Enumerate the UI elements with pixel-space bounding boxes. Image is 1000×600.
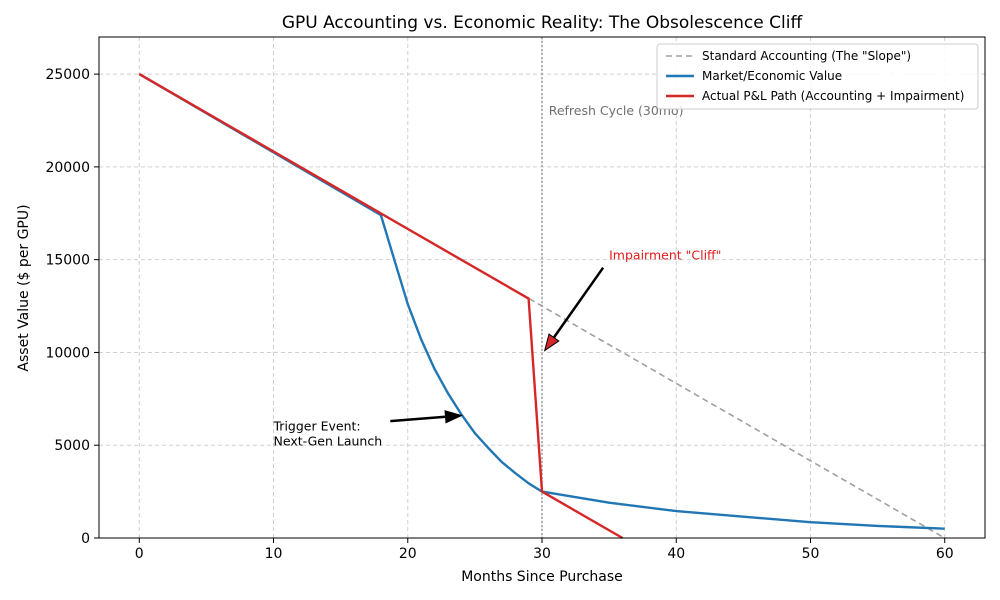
x-tick-label: 20 [399, 546, 417, 562]
annotation-refresh: Refresh Cycle (30mo) [549, 103, 684, 118]
x-tick-label: 60 [936, 546, 954, 562]
legend-box [656, 43, 979, 110]
y-tick-label: 15000 [45, 253, 90, 269]
y-axis-label: Asset Value ($ per GPU) [16, 204, 32, 371]
actual-pl-path-line [138, 73, 624, 540]
trigger-arrow-shaft [390, 415, 446, 423]
x-tick-label: 50 [802, 546, 820, 562]
x-tick-label: 30 [533, 546, 551, 562]
legend-label: Standard Accounting (The "Slope") [702, 49, 911, 63]
legend-label: Actual P&L Path (Accounting + Impairment… [702, 89, 964, 103]
x-tick-label: 0 [135, 546, 144, 562]
x-tick-label: 10 [265, 546, 283, 562]
chart-title: GPU Accounting vs. Economic Reality: The… [282, 13, 804, 33]
annotation-trigger: Trigger Event: Next-Gen Launch [273, 418, 383, 448]
cliff-arrow-head [543, 333, 560, 352]
y-tick-label: 5000 [54, 438, 90, 454]
trigger-arrow-head [444, 410, 463, 424]
legend: Standard Accounting (The "Slope") Market/… [656, 43, 979, 110]
y-tick-label: 0 [81, 531, 90, 547]
y-tick-label: 10000 [45, 345, 90, 361]
series [138, 73, 946, 540]
annotations: Refresh Cycle (30mo) Impairment "Cliff" Tr… [273, 103, 722, 448]
x-tick-label: 40 [667, 546, 685, 562]
market-value-line [138, 73, 945, 530]
y-tick-label: 25000 [45, 67, 90, 83]
ticks: 0 10 20 30 40 50 60 0 5000 10000 15000 20000 25000 [45, 67, 953, 562]
y-tick-label: 20000 [45, 160, 90, 176]
x-axis-label: Months Since Purchase [461, 569, 623, 585]
cliff-arrow-shaft [552, 266, 605, 339]
annotation-cliff: Impairment "Cliff" [609, 248, 721, 263]
legend-label: Market/Economic Value [702, 69, 842, 83]
